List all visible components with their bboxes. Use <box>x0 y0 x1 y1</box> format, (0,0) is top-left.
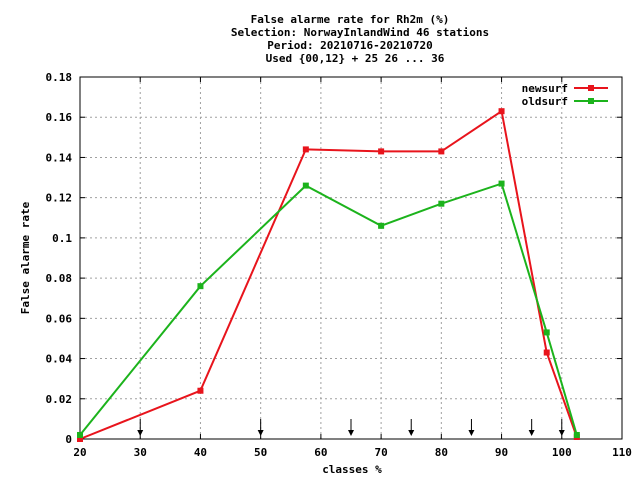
x-tick-label: 100 <box>552 446 572 459</box>
class-arrow-marker <box>528 419 535 436</box>
class-arrow-markers <box>137 419 565 436</box>
class-arrow-marker <box>257 419 264 436</box>
x-tick-label: 20 <box>73 446 86 459</box>
data-point-newsurf <box>197 387 204 394</box>
chart-title-line-2: Selection: NorwayInlandWind 46 stations <box>231 26 489 39</box>
chart-title-block: False alarme rate for Rh2m (%) Selection… <box>231 13 489 65</box>
x-tick-label: 70 <box>374 446 387 459</box>
chart-title-line-1: False alarme rate for Rh2m (%) <box>251 13 450 26</box>
x-axis-label: classes % <box>322 463 382 476</box>
data-point-newsurf <box>302 146 309 153</box>
data-point-oldsurf <box>498 180 505 187</box>
x-tick-label: 90 <box>495 446 508 459</box>
data-point-oldsurf <box>543 329 550 336</box>
plot-frame <box>79 76 623 440</box>
data-point-oldsurf <box>438 200 445 207</box>
class-arrow-marker <box>408 419 415 436</box>
arrow-head <box>137 430 144 436</box>
y-tick-label: 0.18 <box>46 71 73 84</box>
x-tick-label: 60 <box>314 446 327 459</box>
arrow-head <box>468 430 475 436</box>
x-tick-label: 80 <box>435 446 448 459</box>
chart-title-line-3: Period: 20210716-20210720 <box>267 39 433 52</box>
grid-lines <box>80 77 622 439</box>
y-tick-label: 0.12 <box>46 192 73 205</box>
class-arrow-marker <box>468 419 475 436</box>
x-tick-label: 50 <box>254 446 267 459</box>
data-point-newsurf <box>378 148 385 155</box>
data-point-oldsurf <box>378 222 385 229</box>
class-arrow-marker <box>558 419 565 436</box>
chart-title-line-4: Used {00,12} + 25 26 ... 36 <box>266 52 445 65</box>
y-tick-label: 0.14 <box>46 151 73 164</box>
y-tick-label: 0.04 <box>46 353 73 366</box>
x-tick-label: 110 <box>612 446 632 459</box>
class-arrow-marker <box>348 419 354 436</box>
y-axis-label: False alarme rate <box>19 201 32 314</box>
x-tick-label: 30 <box>134 446 147 459</box>
data-point-newsurf <box>543 349 550 356</box>
arrow-head <box>558 430 565 436</box>
series-line-oldsurf <box>79 182 578 436</box>
legend-marker-oldsurf <box>588 98 594 104</box>
y-tick-label: 0.02 <box>46 393 73 406</box>
data-point-newsurf <box>438 148 445 155</box>
legend-label-newsurf: newsurf <box>522 82 568 95</box>
x-axis-ticks: 20 30 40 50 60 70 80 90 100 110 <box>73 77 632 459</box>
arrow-head <box>528 430 535 436</box>
y-tick-label: 0.1 <box>52 232 72 245</box>
class-arrow-marker <box>137 419 144 436</box>
y-tick-label: 0 <box>65 433 72 446</box>
series-line-newsurf <box>79 109 578 440</box>
data-point-oldsurf <box>302 182 309 189</box>
arrow-head <box>408 430 415 436</box>
arrow-head <box>348 430 354 436</box>
y-axis-ticks: 0 0.02 0.04 0.06 0.08 0.1 0.12 0.14 0.16 0.18 <box>46 71 622 446</box>
legend-marker-newsurf <box>588 85 594 91</box>
y-tick-label: 0.06 <box>46 312 73 325</box>
data-point-oldsurf <box>573 431 580 438</box>
x-tick-label: 40 <box>194 446 207 459</box>
y-tick-label: 0.16 <box>46 111 73 124</box>
arrow-head <box>257 430 264 436</box>
series-group <box>77 108 580 442</box>
legend-label-oldsurf: oldsurf <box>522 95 568 108</box>
data-point-newsurf <box>498 108 505 115</box>
y-tick-label: 0.08 <box>46 272 73 285</box>
data-point-oldsurf <box>197 283 204 290</box>
data-point-newsurf <box>77 436 83 442</box>
data-point-oldsurf <box>77 431 83 438</box>
